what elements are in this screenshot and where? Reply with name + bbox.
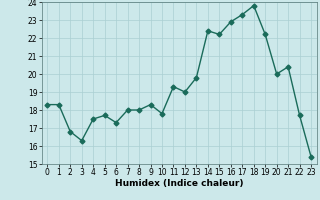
X-axis label: Humidex (Indice chaleur): Humidex (Indice chaleur) — [115, 179, 244, 188]
